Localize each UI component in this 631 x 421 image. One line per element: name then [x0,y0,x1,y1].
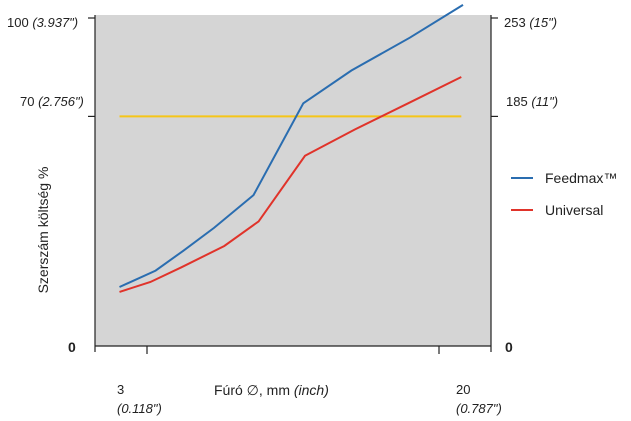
legend-swatch-universal [511,209,533,211]
x-tick-20-inch: (0.787") [456,401,502,416]
legend-label-universal: Universal [545,202,604,218]
series-line-feedmax [119,4,464,288]
x-axis-label: Fúró ∅, mm (inch) [214,382,329,398]
tick-marks [88,17,498,354]
y-tick-left-70: 70 (2.756") [20,94,84,109]
legend-swatch-feedmax [511,177,533,179]
x-tick-3-inch: (0.118") [117,401,162,416]
y-tick-left-100: 100 (3.937") [7,15,79,30]
legend-item-feedmax: Feedmax™ [511,170,617,186]
y-tick-right-253: 253 (15") [504,15,558,30]
y-axis-label: Szerszám költség % [35,166,51,294]
legend-item-universal: Universal [511,202,603,218]
x-tick-3: 3 [117,382,125,397]
plot-area [95,15,491,346]
y-tick-left-0: 0 [68,339,76,355]
legend-label-feedmax: Feedmax™ [545,170,618,186]
y-tick-right-0: 0 [505,339,513,355]
series-line-universal [119,76,462,293]
y-tick-right-185: 185 (11") [506,94,559,109]
x-tick-20: 20 [456,382,471,397]
